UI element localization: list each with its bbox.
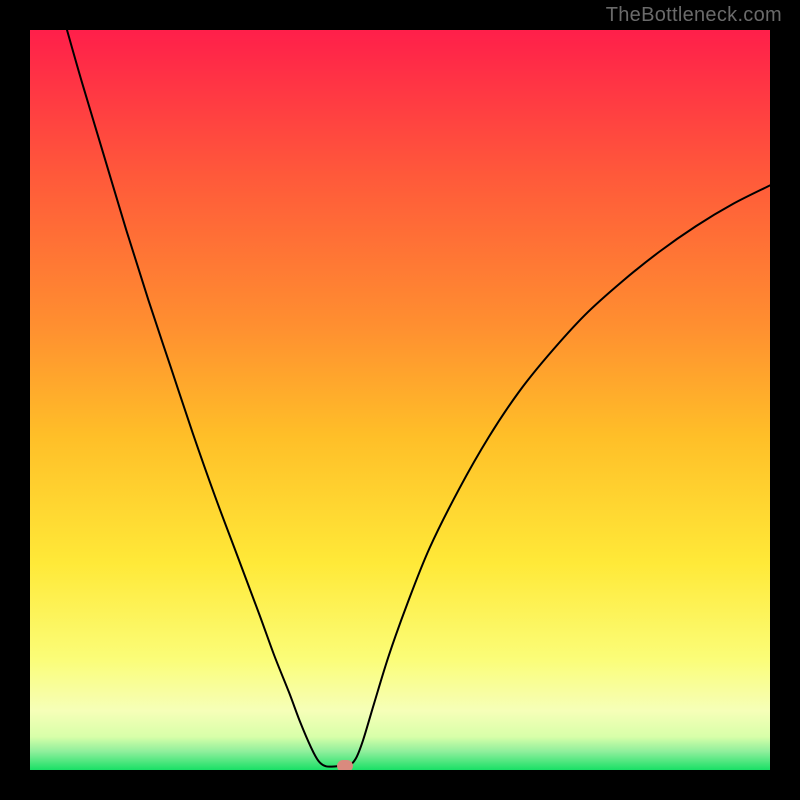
watermark-text: TheBottleneck.com [606,4,782,27]
optimum-marker [337,760,353,770]
plot-frame [30,30,770,770]
bottleneck-curve [30,30,770,770]
curve-path [67,30,770,767]
